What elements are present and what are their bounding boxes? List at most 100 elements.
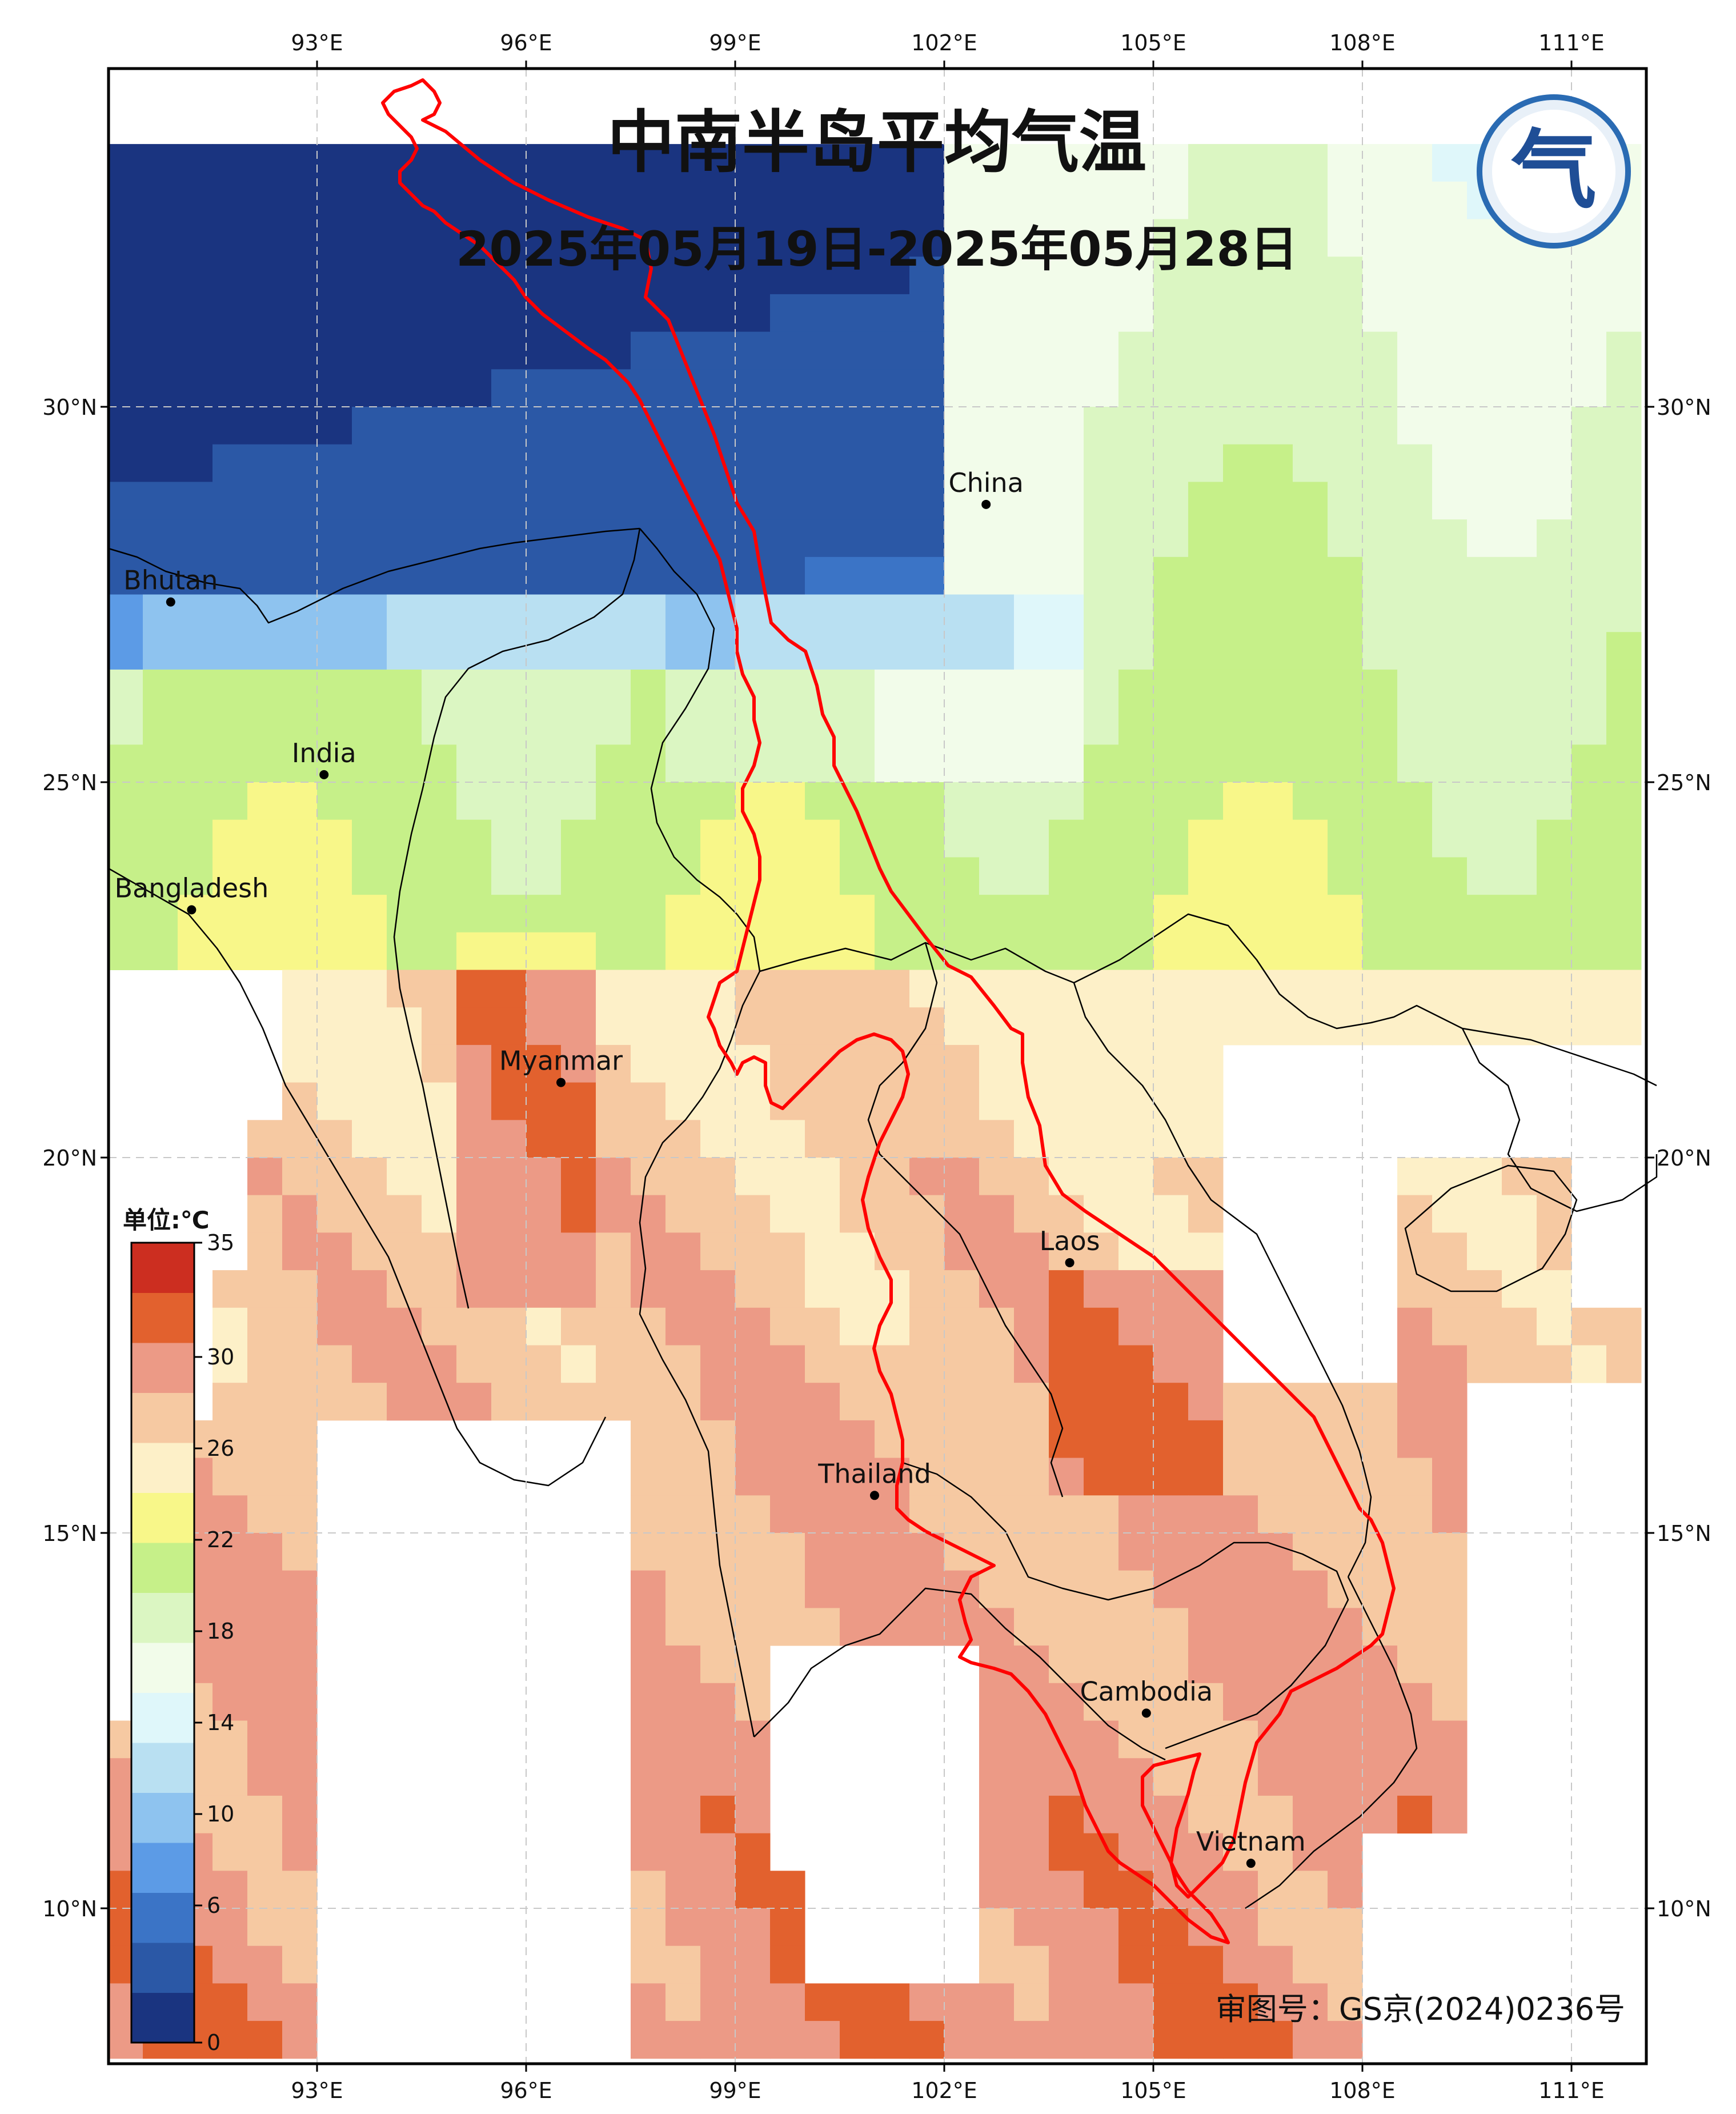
- temp-cell: [1397, 556, 1433, 595]
- temp-cell: [1328, 782, 1363, 820]
- temp-cell: [875, 181, 910, 219]
- temp-cell: [1467, 819, 1502, 858]
- temp-cell: [1223, 1983, 1258, 2021]
- temp-cell: [735, 1383, 771, 1421]
- temp-cell: [456, 1232, 492, 1271]
- temp-cell: [840, 2021, 875, 2059]
- temp-cell: [1223, 519, 1258, 558]
- temp-cell: [213, 1458, 248, 1496]
- temp-cell: [596, 707, 631, 745]
- logo-glyph: 气: [1511, 121, 1597, 221]
- temp-cell: [944, 2021, 980, 2059]
- temp-cell: [735, 482, 771, 520]
- temp-cell: [213, 144, 248, 182]
- lon-tick-label-top: 99°E: [709, 30, 761, 55]
- temp-cell: [109, 819, 143, 858]
- colorbar-tick-label: 30: [207, 1344, 234, 1370]
- temp-cell: [1293, 632, 1328, 670]
- temp-cell: [805, 1458, 840, 1496]
- colorbar-cell: [131, 1643, 194, 1693]
- temp-cell: [109, 632, 143, 670]
- temp-cell: [1537, 1345, 1572, 1383]
- temp-cell: [1258, 1945, 1293, 1984]
- temp-cell: [526, 219, 562, 257]
- temp-cell: [631, 1383, 666, 1421]
- temp-cell: [1049, 1383, 1084, 1421]
- temp-cell: [840, 1495, 875, 1534]
- temp-cell: [1188, 669, 1224, 708]
- temp-cell: [1049, 932, 1084, 970]
- temp-cell: [1397, 331, 1433, 370]
- temp-cell: [700, 669, 736, 708]
- temp-cell: [1188, 331, 1224, 370]
- temp-cell: [1328, 1908, 1363, 1947]
- temp-cell: [143, 257, 178, 295]
- temp-cell: [1223, 857, 1258, 895]
- temp-cell: [1571, 369, 1607, 407]
- temp-cell: [561, 144, 596, 182]
- temp-cell: [526, 257, 562, 295]
- temp-cell: [456, 970, 492, 1008]
- temp-cell: [456, 482, 492, 520]
- temp-cell: [1014, 331, 1049, 370]
- temp-cell: [1293, 895, 1328, 933]
- temp-cell: [840, 1120, 875, 1158]
- temp-cell: [1223, 1458, 1258, 1496]
- temp-cell: [840, 1458, 875, 1496]
- temp-cell: [631, 1833, 666, 1871]
- temp-cell: [213, 632, 248, 670]
- temp-cell: [909, 144, 945, 182]
- temp-cell: [1467, 257, 1502, 295]
- temp-cell: [700, 895, 736, 933]
- temp-cell: [944, 1307, 980, 1346]
- temp-cell: [1223, 1420, 1258, 1459]
- temp-cell: [491, 482, 527, 520]
- temp-cell: [631, 707, 666, 745]
- temp-cell: [735, 1983, 771, 2021]
- temp-cell: [1397, 632, 1433, 670]
- lat-tick-label-left: 10°N: [42, 1896, 97, 1921]
- temp-cell: [840, 1983, 875, 2021]
- temp-cell: [1502, 1307, 1537, 1346]
- temp-cell: [944, 970, 980, 1008]
- temp-cell: [422, 181, 457, 219]
- temp-cell: [1223, 970, 1258, 1008]
- temp-cell: [352, 594, 387, 632]
- temp-cell: [840, 970, 875, 1008]
- temp-cell: [526, 1158, 562, 1196]
- temp-cell: [561, 707, 596, 745]
- temp-cell: [1432, 669, 1468, 708]
- temp-cell: [387, 444, 422, 482]
- temp-cell: [317, 1044, 352, 1083]
- temp-cell: [1502, 857, 1537, 895]
- temp-cell: [1188, 1307, 1224, 1346]
- temp-cell: [1362, 556, 1398, 595]
- temp-cell: [352, 556, 387, 595]
- temp-cell: [1467, 331, 1502, 370]
- temp-cell: [1084, 594, 1119, 632]
- temp-cell: [1084, 444, 1119, 482]
- temp-cell: [596, 1232, 631, 1271]
- temp-cell: [665, 932, 701, 970]
- temp-cell: [1153, 1570, 1189, 1608]
- temp-cell: [1293, 369, 1328, 407]
- temp-cell: [247, 482, 283, 520]
- temp-cell: [422, 857, 457, 895]
- temp-cell: [875, 895, 910, 933]
- temp-cell: [1118, 1195, 1154, 1233]
- temp-cell: [596, 1270, 631, 1308]
- temp-cell: [1328, 594, 1363, 632]
- temp-cell: [770, 331, 805, 370]
- temp-cell: [1153, 1945, 1189, 1984]
- temp-cell: [1084, 857, 1119, 895]
- temp-cell: [1049, 407, 1084, 445]
- temp-cell: [1467, 294, 1502, 333]
- temp-cell: [700, 707, 736, 745]
- temp-cell: [491, 632, 527, 670]
- temp-cell: [561, 895, 596, 933]
- temp-cell: [282, 444, 318, 482]
- place-dot: [981, 499, 991, 509]
- temp-cell: [979, 744, 1015, 783]
- temp-cell: [1467, 1345, 1502, 1383]
- temp-cell: [1118, 1458, 1154, 1496]
